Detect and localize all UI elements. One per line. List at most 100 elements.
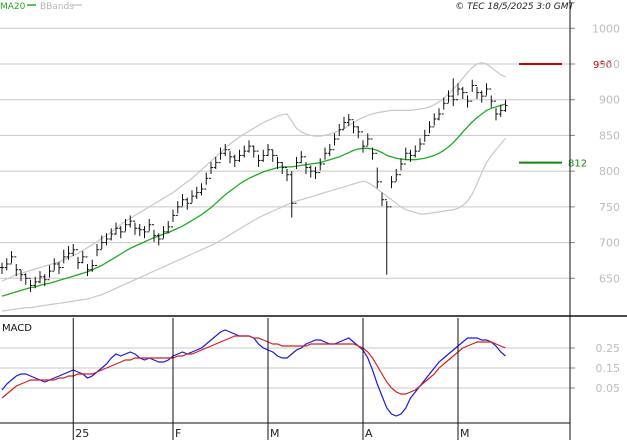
price-bar [109,228,114,241]
x-tick-label: A [365,427,373,440]
resistance-label: 950 [593,60,612,71]
price-bar [418,138,422,152]
price-bar [213,156,218,169]
price-tick-label: 800 [599,165,620,178]
price-bar [52,258,57,272]
price-bar [365,133,370,147]
price-bar [61,249,66,269]
price-bar [399,158,403,176]
grid-lines [0,27,570,389]
price-bar [0,262,4,274]
price-tick-label: 900 [599,94,620,107]
bollinger-bands [1,61,506,312]
price-bar [166,221,171,234]
price-bar [342,116,346,131]
price-bar [484,83,489,97]
price-bar [308,165,313,178]
legend-bbands: BBands [40,2,74,12]
price-bar [14,256,19,277]
price-bar [223,144,228,157]
price-bar [503,99,508,112]
price-bar [475,84,479,99]
candles [0,78,508,292]
price-bar [346,114,351,127]
price-bar [275,154,280,169]
price-bar [199,183,204,196]
price-bar [185,197,190,210]
price-bar [437,108,441,121]
price-bar [9,251,14,265]
price-bar [408,149,413,162]
macd-tick-label: 0.05 [596,382,621,395]
price-bar [204,172,209,190]
price-bar [104,233,109,246]
price-bar [370,138,375,160]
price-bar [47,265,52,281]
bb-lower-line [1,137,506,312]
x-tick-label: 25 [75,427,89,440]
price-bar [441,97,446,115]
price-bar [394,169,399,183]
price-tick-label: 850 [599,129,620,142]
price-bar [28,277,33,292]
ma20-line [1,103,506,297]
price-bar [95,244,99,266]
support-label: 812 [568,159,587,170]
price-bar [479,90,484,103]
price-bar [465,92,470,108]
price-tick-label: 750 [599,201,620,214]
price-bar [194,186,199,199]
price-bar [361,131,365,153]
price-bar [470,79,475,102]
price-tick-label: 700 [599,237,620,250]
price-bar [76,249,80,269]
macd-lines [1,329,506,417]
signal-line [1,335,506,399]
price-bar [494,100,498,121]
price-bar [19,269,23,282]
price-bar [498,104,503,117]
price-bar [123,219,128,233]
price-bar [228,149,232,164]
x-tick-label: M [270,427,280,440]
price-bar [356,126,361,139]
x-tick-label: M [460,427,470,440]
price-bar [451,78,456,107]
price-bar [337,124,342,140]
price-bar [460,86,465,99]
price-bar [375,152,380,189]
price-bar [161,226,166,240]
price-bar [256,150,261,167]
price-bar [237,149,242,162]
price-bar [232,154,237,167]
legend-ma20: MA20 [0,2,26,12]
price-bar [42,274,47,287]
price-bar [180,194,185,208]
axis-ticks: 650 700 750 800 850 900 950 1000 0.05 0.15 0.25 25 F… [72,22,621,440]
copyright-timestamp: © TEC 18/5/2025 3:0 GMT [455,2,575,12]
price-bar [152,224,156,242]
price-bar [294,156,299,204]
price-bar [456,83,460,101]
price-tick-label: 1000 [592,22,620,35]
price-bar [280,161,285,174]
price-bar [90,259,95,272]
price-bar [323,147,327,165]
price-bar [332,133,337,151]
price-bar [99,235,104,251]
price-bar [114,222,118,235]
price-bar [247,140,251,153]
price-levels: 950 812 [519,60,612,170]
ma20-polyline [1,103,506,297]
price-bar [147,219,152,233]
price-bar [261,149,266,162]
price-bar [351,119,356,134]
macd-label: MACD [2,323,32,334]
price-bar [427,121,432,136]
price-tick-label: 950 [599,58,620,71]
price-bar [209,161,213,179]
price-bar [251,145,256,158]
macd-tick-label: 0.25 [596,342,621,355]
